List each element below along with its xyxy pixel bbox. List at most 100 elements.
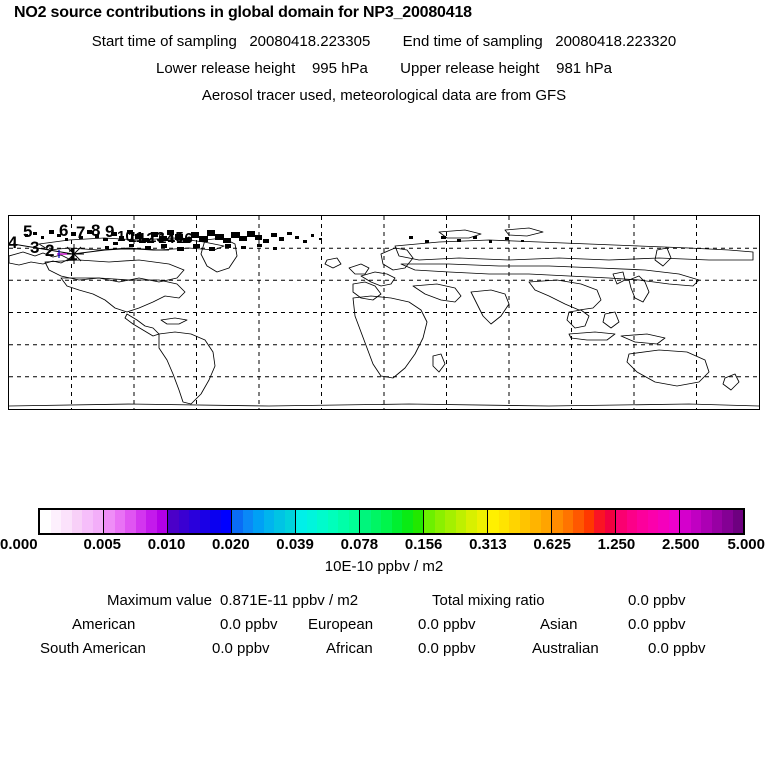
colorbar-step-9-5 bbox=[668, 510, 679, 533]
colorbar-step-0-1 bbox=[50, 510, 61, 533]
trajectory-number-labels: 1 2 3 4 5 6 7 8 9 10 11 12 13 14 15 16 bbox=[9, 216, 759, 409]
traj-label-14: 14 bbox=[158, 230, 175, 247]
region-label-african: African bbox=[326, 640, 373, 657]
max-value-value: 0.871E-11 ppbv / m2 bbox=[220, 592, 359, 609]
traj-label-2: 2 bbox=[45, 241, 55, 260]
colorbar-step-10-0 bbox=[680, 510, 691, 533]
colorbar-step-2-4 bbox=[210, 510, 221, 533]
colorbar-step-5-3 bbox=[391, 510, 402, 533]
colorbar-step-7-0 bbox=[488, 510, 499, 533]
colorbar-step-6-3 bbox=[455, 510, 466, 533]
colorbar-step-7-5 bbox=[540, 510, 551, 533]
colorbar-step-0-0 bbox=[40, 510, 51, 533]
colorbar-step-2-5 bbox=[220, 510, 231, 533]
region-label-asian: Asian bbox=[540, 616, 578, 633]
colorbar-step-1-5 bbox=[156, 510, 167, 533]
colorbar-segment-9 bbox=[616, 510, 680, 533]
traj-label-5: 5 bbox=[23, 222, 33, 241]
colorbar-step-8-1 bbox=[562, 510, 573, 533]
max-value-label: Maximum value bbox=[106, 592, 212, 609]
traj-label-10: 10 bbox=[117, 228, 134, 245]
colorbar-step-2-1 bbox=[178, 510, 189, 533]
colorbar-step-10-1 bbox=[690, 510, 701, 533]
colorbar-segment-8 bbox=[552, 510, 616, 533]
traj-label-15: 15 bbox=[167, 229, 184, 246]
colorbar-segment-7 bbox=[488, 510, 552, 533]
colorbar-step-8-3 bbox=[583, 510, 594, 533]
colorbar-step-3-4 bbox=[274, 510, 285, 533]
colorbar-segment-6 bbox=[424, 510, 488, 533]
map-svg bbox=[9, 216, 759, 409]
colorbar-segment-4 bbox=[296, 510, 360, 533]
tracer-note: Aerosol tracer used, meteorological data… bbox=[201, 87, 567, 104]
colorbar-segment-0 bbox=[40, 510, 104, 533]
colorbar-step-1-4 bbox=[146, 510, 157, 533]
plume-concentration-cluster bbox=[25, 230, 524, 251]
colorbar-step-9-2 bbox=[637, 510, 648, 533]
traj-label-7: 7 bbox=[76, 223, 86, 242]
colorbar-step-9-1 bbox=[626, 510, 637, 533]
end-time-value: 20080418.223320 bbox=[555, 33, 677, 50]
colorbar-step-7-4 bbox=[530, 510, 541, 533]
traj-label-9: 9 bbox=[105, 222, 115, 241]
colorbar-tick-0: 0.000 bbox=[0, 536, 38, 553]
sampling-time-line: Start time of sampling 20080418.223305 E… bbox=[0, 33, 768, 50]
total-mixing-ratio-label: Total mixing ratio bbox=[432, 592, 545, 609]
colorbar-step-10-2 bbox=[701, 510, 712, 533]
region-value-american: 0.0 ppbv bbox=[220, 616, 278, 633]
colorbar-step-4-5 bbox=[348, 510, 359, 533]
region-label-european: European bbox=[308, 616, 374, 633]
colorbar-step-1-1 bbox=[114, 510, 125, 533]
colorbar-step-1-2 bbox=[125, 510, 136, 533]
trajectory-path bbox=[12, 243, 169, 255]
colorbar-step-5-1 bbox=[370, 510, 381, 533]
traj-label-16: 16 bbox=[176, 230, 193, 247]
colorbar-step-6-2 bbox=[445, 510, 456, 533]
upper-release-label: Upper release height bbox=[400, 60, 540, 77]
graticule-lines bbox=[9, 216, 759, 409]
region-value-african: 0.0 ppbv bbox=[418, 640, 476, 657]
end-time-label: End time of sampling bbox=[402, 33, 543, 50]
colorbar-step-1-3 bbox=[135, 510, 146, 533]
colorbar-segment-2 bbox=[168, 510, 232, 533]
colorbar-step-5-0 bbox=[360, 510, 371, 533]
region-value-european: 0.0 ppbv bbox=[418, 616, 476, 633]
map-drawing-area: 1 2 3 4 5 6 7 8 9 10 11 12 13 14 15 16 bbox=[9, 216, 759, 409]
colorbar-tick-3: 0.020 bbox=[212, 536, 250, 553]
colorbar-step-3-5 bbox=[284, 510, 295, 533]
colorbar-step-3-3 bbox=[263, 510, 274, 533]
traj-label-13: 13 bbox=[148, 229, 165, 246]
release-point-marker bbox=[57, 244, 84, 264]
colorbar-step-0-3 bbox=[71, 510, 82, 533]
colorbar-step-8-0 bbox=[552, 510, 563, 533]
colorbar-tick-10: 2.500 bbox=[661, 536, 700, 553]
colorbar-step-8-2 bbox=[573, 510, 584, 533]
traj-label-8: 8 bbox=[91, 221, 101, 240]
traj-label-11: 11 bbox=[128, 229, 144, 246]
region-value-south-american: 0.0 ppbv bbox=[212, 640, 270, 657]
colorbar-step-5-5 bbox=[412, 510, 423, 533]
lower-release-label: Lower release height bbox=[155, 60, 296, 77]
colorbar-tick-1: 0.005 bbox=[83, 536, 122, 553]
colorbar-step-9-3 bbox=[647, 510, 658, 533]
colorbar-step-8-5 bbox=[604, 510, 615, 533]
colorbar-tick-7: 0.313 bbox=[469, 536, 507, 553]
colorbar-step-10-3 bbox=[711, 510, 722, 533]
start-time-label: Start time of sampling bbox=[91, 33, 237, 50]
colorbar-step-2-3 bbox=[199, 510, 210, 533]
colorbar-segment-3 bbox=[232, 510, 296, 533]
colorbar-step-2-0 bbox=[168, 510, 179, 533]
traj-label-6: 6 bbox=[59, 221, 69, 240]
colorbar-step-4-3 bbox=[327, 510, 338, 533]
colorbar-step-7-2 bbox=[509, 510, 520, 533]
colorbar-segment-10 bbox=[680, 510, 743, 533]
colorbar-tick-2: 0.010 bbox=[147, 536, 186, 553]
footer-row-summary: Maximum value 0.871E-11 ppbv / m2 Total … bbox=[0, 592, 768, 614]
colorbar-step-6-0 bbox=[424, 510, 435, 533]
colorbar-step-7-1 bbox=[498, 510, 509, 533]
colorbar-step-4-1 bbox=[306, 510, 317, 533]
colorbar-step-4-4 bbox=[338, 510, 349, 533]
colorbar-step-8-4 bbox=[594, 510, 605, 533]
colorbar-step-9-0 bbox=[616, 510, 627, 533]
